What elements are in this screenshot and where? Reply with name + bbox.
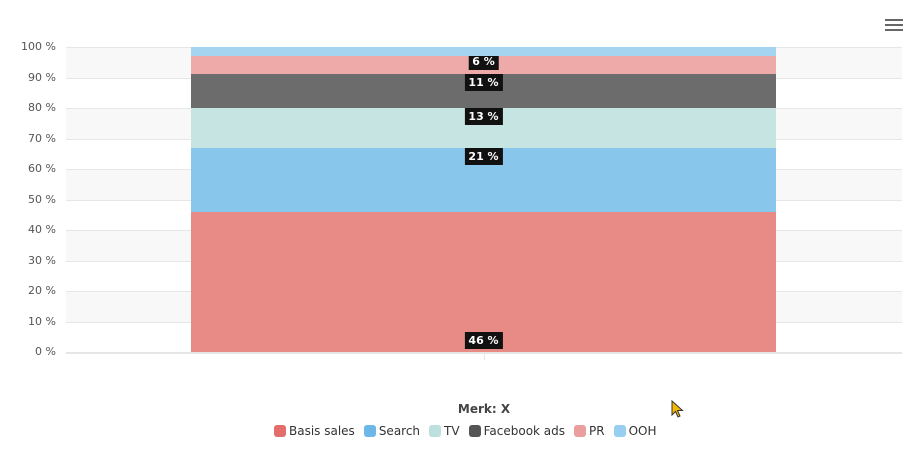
legend-item-ooh[interactable]: OOH [613, 424, 657, 438]
mouse-cursor-icon [671, 400, 684, 418]
legend-label: TV [444, 424, 460, 438]
y-axis-tick-label: 0 % [35, 345, 56, 358]
data-label: 13 % [464, 108, 503, 125]
legend-swatch-icon [613, 425, 626, 437]
legend-item-tv[interactable]: TV [429, 424, 460, 438]
hamburger-menu-icon-line [885, 29, 903, 31]
y-axis-tick-label: 10 % [28, 314, 56, 328]
data-label: 6 % [468, 53, 499, 71]
x-axis-line [66, 352, 902, 354]
y-axis-tick-label: 30 % [28, 253, 56, 267]
hamburger-menu-icon [885, 19, 903, 21]
x-axis-label: Merk: X [457, 402, 511, 416]
legend-label: PR [589, 424, 605, 438]
legend-label: Search [378, 424, 421, 438]
hamburger-menu-icon-line [885, 24, 903, 26]
y-axis-tick-label: 90 % [28, 70, 56, 84]
data-label: 46 % [464, 332, 503, 349]
legend-swatch-icon [274, 425, 286, 437]
chart-context-menu-button[interactable] [885, 17, 903, 33]
legend-item-facebook-ads[interactable]: Facebook ads [468, 424, 566, 438]
legend-swatch-icon [574, 425, 587, 437]
legend-item-pr[interactable]: PR [574, 424, 605, 438]
y-axis-tick-label: 50 % [28, 192, 56, 206]
legend-swatch-icon [429, 425, 442, 437]
y-axis-tick-label: 60 % [28, 162, 56, 175]
bar-segment-basis-sales[interactable] [191, 211, 776, 352]
legend-label: Basis sales [289, 424, 355, 438]
y-axis-tick-label: 40 % [28, 223, 56, 236]
legend-item-basis-sales[interactable]: Basis sales [274, 424, 355, 438]
bar-segment-ooh[interactable] [191, 47, 776, 57]
y-axis-tick-label: 80 % [28, 101, 56, 114]
legend: Basis sales Search TV Facebook ads PR OOH [274, 424, 657, 438]
legend-swatch-icon [468, 425, 481, 437]
legend-item-search[interactable]: Search [363, 424, 421, 438]
plot-area: 46 % 21 % 13 % 11 % 6 % [66, 47, 902, 360]
y-axis-tick-label: 100 % [21, 40, 56, 53]
x-axis-tick [484, 354, 485, 360]
legend-label: Facebook ads [483, 424, 566, 438]
data-label: 21 % [464, 147, 503, 165]
stacked-bar[interactable]: 46 % 21 % 13 % 11 % 6 % [191, 47, 776, 352]
y-axis-tick-label: 20 % [28, 284, 56, 297]
legend-label: OOH [628, 424, 657, 438]
legend-swatch-icon [363, 425, 376, 437]
data-label: 11 % [464, 74, 503, 92]
y-axis-tick-label: 70 % [28, 131, 56, 145]
